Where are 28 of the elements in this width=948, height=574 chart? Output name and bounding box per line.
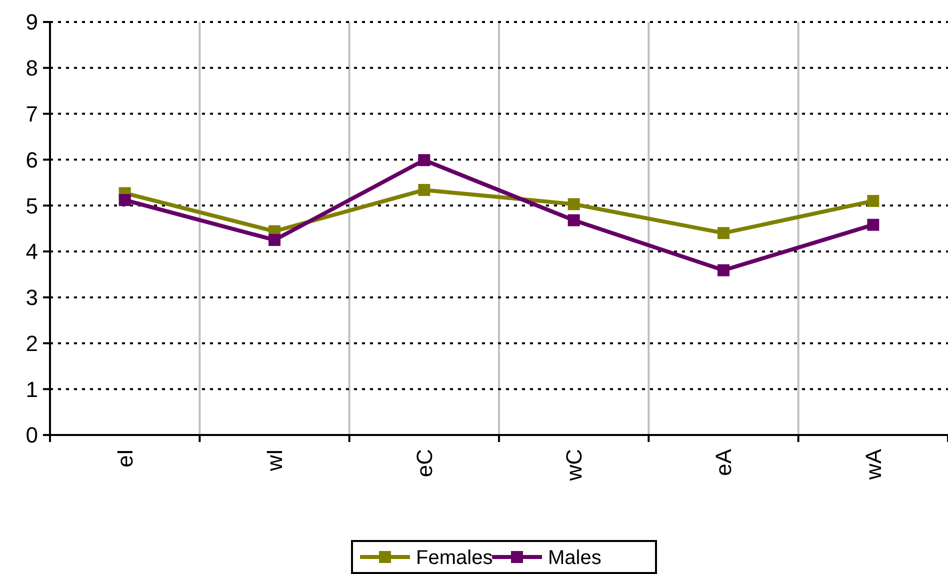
- y-tick-label: 3: [26, 285, 38, 310]
- x-tick-label: eI: [112, 449, 138, 468]
- y-tick-label: 5: [26, 193, 38, 218]
- y-tick-label: 1: [26, 376, 38, 402]
- legend-label: Females: [416, 547, 493, 569]
- x-tick-label: eC: [412, 448, 437, 478]
- y-tick-label: 0: [26, 422, 38, 448]
- point: [867, 194, 880, 207]
- y-tick-label: 4: [26, 239, 38, 264]
- y-tick-label: 6: [26, 147, 38, 172]
- point: [568, 214, 580, 226]
- y-tick-label: 8: [26, 56, 38, 81]
- point: [268, 234, 280, 246]
- point: [418, 154, 430, 166]
- x-tick-label: wI: [262, 449, 288, 472]
- point: [118, 194, 131, 206]
- legend-label: Males: [548, 547, 602, 569]
- x-tick-label: wC: [562, 448, 587, 482]
- y-tick-label: 7: [26, 101, 38, 126]
- x-tick-label: eA: [711, 448, 736, 476]
- y-tick-label: 2: [26, 330, 38, 356]
- point: [568, 198, 580, 210]
- point: [718, 264, 730, 276]
- point: [718, 227, 730, 240]
- point: [867, 218, 880, 231]
- x-tick-label: wA: [860, 448, 886, 481]
- point: [418, 184, 430, 196]
- y-tick-label: 9: [26, 10, 38, 35]
